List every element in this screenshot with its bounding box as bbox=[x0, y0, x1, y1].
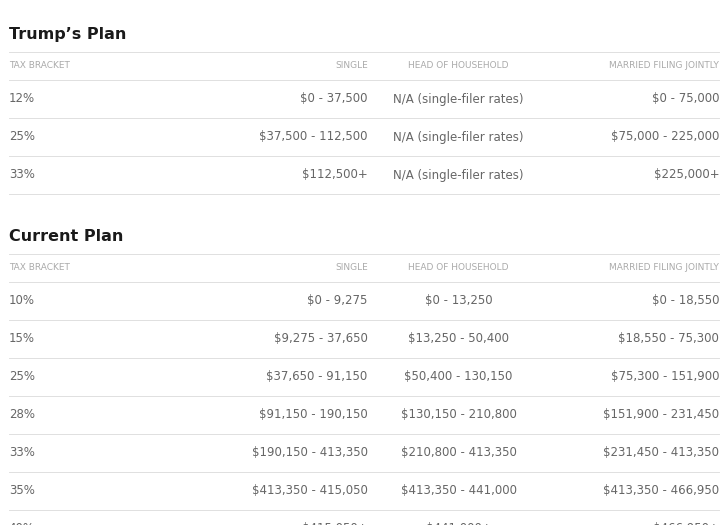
Text: $151,900 - 231,450: $151,900 - 231,450 bbox=[603, 408, 719, 422]
Text: $231,450 - 413,350: $231,450 - 413,350 bbox=[604, 446, 719, 459]
Text: 28%: 28% bbox=[9, 408, 35, 422]
Text: 33%: 33% bbox=[9, 169, 35, 182]
Text: $37,650 - 91,150: $37,650 - 91,150 bbox=[266, 371, 368, 383]
Text: $75,300 - 151,900: $75,300 - 151,900 bbox=[611, 371, 719, 383]
Text: $0 - 18,550: $0 - 18,550 bbox=[652, 295, 719, 308]
Text: 25%: 25% bbox=[9, 131, 35, 143]
Text: $225,000+: $225,000+ bbox=[654, 169, 719, 182]
Text: $441,000+: $441,000+ bbox=[426, 522, 491, 525]
Text: $13,250 - 50,400: $13,250 - 50,400 bbox=[408, 332, 509, 345]
Text: $413,350 - 441,000: $413,350 - 441,000 bbox=[400, 485, 517, 498]
Text: SINGLE: SINGLE bbox=[335, 61, 368, 70]
Text: 40%: 40% bbox=[9, 522, 35, 525]
Text: $466,950+: $466,950+ bbox=[654, 522, 719, 525]
Text: TAX BRACKET: TAX BRACKET bbox=[9, 61, 70, 70]
Text: $75,000 - 225,000: $75,000 - 225,000 bbox=[611, 131, 719, 143]
Text: $130,150 - 210,800: $130,150 - 210,800 bbox=[400, 408, 517, 422]
Text: $91,150 - 190,150: $91,150 - 190,150 bbox=[259, 408, 368, 422]
Text: HEAD OF HOUSEHOLD: HEAD OF HOUSEHOLD bbox=[408, 61, 509, 70]
Text: $0 - 9,275: $0 - 9,275 bbox=[307, 295, 368, 308]
Text: $112,500+: $112,500+ bbox=[302, 169, 368, 182]
Text: N/A (single-filer rates): N/A (single-filer rates) bbox=[393, 131, 524, 143]
Text: HEAD OF HOUSEHOLD: HEAD OF HOUSEHOLD bbox=[408, 264, 509, 272]
Text: Current Plan: Current Plan bbox=[9, 229, 123, 245]
Text: 12%: 12% bbox=[9, 92, 35, 106]
Text: $9,275 - 37,650: $9,275 - 37,650 bbox=[274, 332, 368, 345]
Text: MARRIED FILING JOINTLY: MARRIED FILING JOINTLY bbox=[609, 61, 719, 70]
Text: TAX BRACKET: TAX BRACKET bbox=[9, 264, 70, 272]
Text: $415,050+: $415,050+ bbox=[302, 522, 368, 525]
Text: 33%: 33% bbox=[9, 446, 35, 459]
Text: $210,800 - 413,350: $210,800 - 413,350 bbox=[400, 446, 517, 459]
Text: SINGLE: SINGLE bbox=[335, 264, 368, 272]
Text: $0 - 37,500: $0 - 37,500 bbox=[300, 92, 368, 106]
Text: 35%: 35% bbox=[9, 485, 35, 498]
Text: $18,550 - 75,300: $18,550 - 75,300 bbox=[618, 332, 719, 345]
Text: $190,150 - 413,350: $190,150 - 413,350 bbox=[252, 446, 368, 459]
Text: N/A (single-filer rates): N/A (single-filer rates) bbox=[393, 169, 524, 182]
Text: $50,400 - 130,150: $50,400 - 130,150 bbox=[405, 371, 513, 383]
Text: 15%: 15% bbox=[9, 332, 35, 345]
Text: $37,500 - 112,500: $37,500 - 112,500 bbox=[259, 131, 368, 143]
Text: Trump’s Plan: Trump’s Plan bbox=[9, 27, 126, 43]
Text: 10%: 10% bbox=[9, 295, 35, 308]
Text: $0 - 75,000: $0 - 75,000 bbox=[652, 92, 719, 106]
Text: $413,350 - 466,950: $413,350 - 466,950 bbox=[603, 485, 719, 498]
Text: $413,350 - 415,050: $413,350 - 415,050 bbox=[252, 485, 368, 498]
Text: MARRIED FILING JOINTLY: MARRIED FILING JOINTLY bbox=[609, 264, 719, 272]
Text: 25%: 25% bbox=[9, 371, 35, 383]
Text: $0 - 13,250: $0 - 13,250 bbox=[425, 295, 492, 308]
Text: N/A (single-filer rates): N/A (single-filer rates) bbox=[393, 92, 524, 106]
